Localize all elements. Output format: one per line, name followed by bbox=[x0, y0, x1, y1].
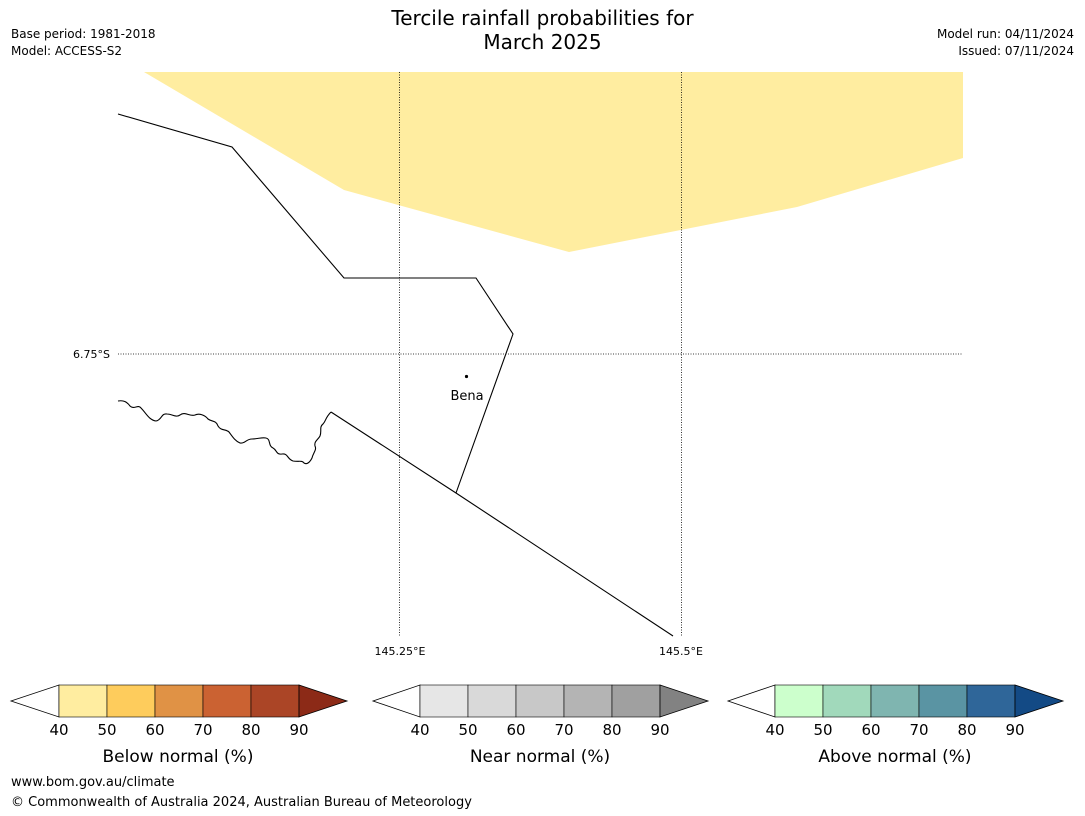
legend-tick-label: 90 bbox=[1005, 721, 1024, 739]
meta-right: Model run: 04/11/2024 Issued: 07/11/2024 bbox=[937, 26, 1074, 60]
map-title: Tercile rainfall probabilities for March… bbox=[0, 6, 1085, 54]
model-run-text: Model run: 04/11/2024 bbox=[936, 27, 1074, 41]
legend-tick-label: 50 bbox=[97, 721, 116, 739]
legend-swatch bbox=[966, 684, 1016, 718]
legend-title: Above normal (%) bbox=[818, 747, 971, 767]
legend-tick-label: 90 bbox=[650, 721, 669, 739]
below-normal-region bbox=[144, 72, 963, 252]
legend-1: 40 50 60 70 80 90 Below normal (%) bbox=[9, 684, 349, 767]
legend-swatch bbox=[563, 684, 613, 718]
legend-swatch bbox=[154, 684, 204, 718]
province-boundary bbox=[117, 113, 514, 494]
base-period-text: Base period: 1981-2018 bbox=[11, 27, 156, 41]
legend-tick-label: 40 bbox=[765, 721, 784, 739]
legend-tick-label: 80 bbox=[602, 721, 621, 739]
legend-swatch bbox=[202, 684, 252, 718]
legend-swatch bbox=[822, 684, 872, 718]
legend-arrow-right bbox=[298, 684, 349, 718]
legend-arrow-left bbox=[9, 684, 60, 718]
legends: 40 50 60 70 80 90 Below normal (%) 40 50 60 70 80 90… bbox=[9, 684, 1065, 767]
issued-text: Issued: 07/11/2024 bbox=[958, 44, 1074, 58]
legend-arrow-right bbox=[659, 684, 710, 718]
legend-tick-label: 50 bbox=[813, 721, 832, 739]
legend-3: 40 50 60 70 80 90 Above normal (%) bbox=[726, 684, 1065, 767]
legend-2: 40 50 60 70 80 90 Near normal (%) bbox=[371, 684, 710, 767]
legend-title: Near normal (%) bbox=[470, 747, 610, 767]
model-text: Model: ACCESS-S2 bbox=[11, 44, 123, 58]
river-boundary bbox=[117, 400, 332, 465]
legend-arrow-right bbox=[1014, 684, 1065, 718]
legend-tick-label: 80 bbox=[957, 721, 976, 739]
legend-tick-label: 70 bbox=[909, 721, 928, 739]
legend-tick-label: 90 bbox=[289, 721, 308, 739]
legend-tick-label: 60 bbox=[861, 721, 880, 739]
legend-swatch bbox=[611, 684, 661, 718]
legend-swatch bbox=[467, 684, 517, 718]
lon-label-2: 145.5°E bbox=[659, 645, 703, 658]
legend-tick-label: 60 bbox=[145, 721, 164, 739]
legend-swatch bbox=[58, 684, 108, 718]
legend-tick-label: 60 bbox=[506, 721, 525, 739]
title-line-2: March 2025 bbox=[483, 30, 602, 54]
town-label: Bena bbox=[450, 389, 483, 404]
town-marker bbox=[464, 374, 469, 379]
footer-copyright: © Commonwealth of Australia 2024, Austra… bbox=[11, 795, 472, 810]
legend-swatch bbox=[106, 684, 156, 718]
legend-swatch bbox=[774, 684, 824, 718]
title-line-1: Tercile rainfall probabilities for bbox=[391, 6, 694, 30]
legend-tick-label: 70 bbox=[193, 721, 212, 739]
lon-label-1: 145.25°E bbox=[375, 645, 426, 658]
legend-swatch bbox=[419, 684, 469, 718]
legend-swatch bbox=[515, 684, 565, 718]
legend-tick-label: 80 bbox=[241, 721, 260, 739]
legend-title: Below normal (%) bbox=[103, 747, 254, 767]
legend-tick-label: 50 bbox=[458, 721, 477, 739]
legend-arrow-left bbox=[726, 684, 776, 718]
footer-url[interactable]: www.bom.gov.au/climate bbox=[11, 775, 175, 790]
lat-label: 6.75°S bbox=[73, 348, 110, 361]
province-boundary-south bbox=[330, 411, 674, 637]
legend-tick-label: 40 bbox=[49, 721, 68, 739]
legend-arrow-left bbox=[371, 684, 421, 718]
legend-swatch bbox=[250, 684, 300, 718]
legend-swatch bbox=[918, 684, 968, 718]
legend-tick-label: 40 bbox=[410, 721, 429, 739]
meta-left: Base period: 1981-2018 Model: ACCESS-S2 bbox=[11, 26, 156, 60]
legend-swatch bbox=[870, 684, 920, 718]
legend-tick-label: 70 bbox=[554, 721, 573, 739]
